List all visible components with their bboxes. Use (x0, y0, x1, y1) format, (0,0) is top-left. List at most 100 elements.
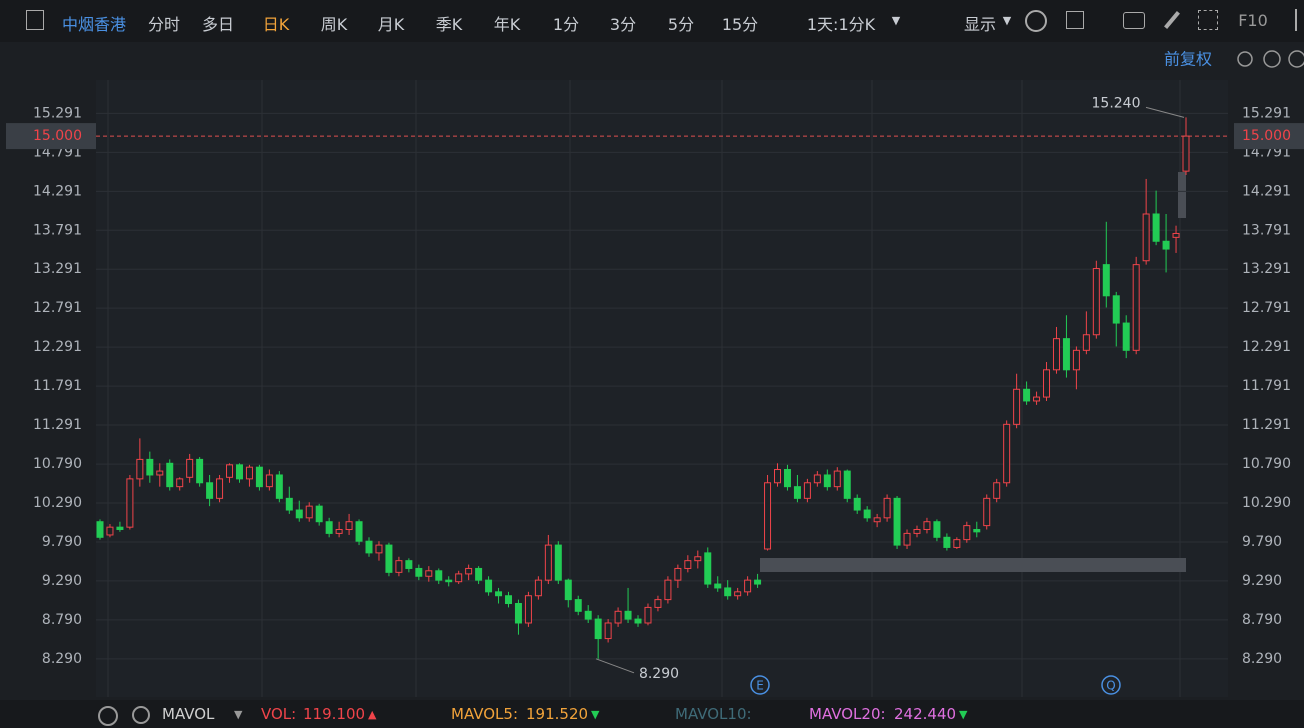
event-marker[interactable] (750, 675, 770, 695)
zoom-out-icon[interactable] (1263, 50, 1281, 68)
candle-body (355, 521, 363, 542)
candle-body (186, 458, 194, 478)
chart: 前复权 E Q 8.290 8.290 8.790 8.790 9.290 9.290 9.… (0, 42, 1304, 700)
candle-body (1142, 213, 1150, 262)
fullscreen-icon[interactable] (1198, 10, 1218, 30)
symbol[interactable]: 中烟香港 (61, 15, 127, 34)
candle-body (933, 521, 941, 538)
candle-body (295, 509, 303, 519)
candle-body (1172, 232, 1180, 238)
candle-body (813, 474, 821, 484)
candle-body (734, 591, 742, 597)
y-tick-label: 12.791 (33, 300, 82, 316)
sidebar-toggle[interactable] (26, 10, 44, 30)
candle-body (714, 583, 722, 589)
candle-body (1112, 295, 1120, 324)
candle-body (226, 464, 234, 478)
tab[interactable]: 15分 (721, 15, 759, 34)
adjust-toggle[interactable]: 前复权 (1164, 50, 1212, 69)
tab[interactable]: 年K (493, 15, 521, 34)
y-tick-label-right: 12.291 (1242, 339, 1291, 355)
indicator-label: MAVOL5: (451, 705, 519, 723)
y-tick-label: 15.291 (33, 105, 82, 121)
price-tag-bg (6, 123, 96, 150)
candle-body (485, 579, 493, 593)
indicator-bar: MAVOL ▼ VOL: 119.100 ▲ MAVOL5: 191.520 ▼… (0, 700, 1304, 728)
candle-body (1092, 268, 1100, 336)
indicator-label: VOL: (261, 705, 297, 723)
candle-body (96, 521, 104, 538)
zoom-in-icon[interactable] (1288, 50, 1304, 68)
low-label: 8.290 (639, 666, 679, 682)
event-marker[interactable] (1101, 675, 1121, 695)
candle-body (1003, 423, 1011, 484)
candle-body (943, 536, 951, 548)
tab[interactable]: 分时 (147, 15, 181, 34)
undo-icon[interactable] (1237, 51, 1253, 67)
candle-body (1052, 338, 1060, 371)
candle-body (624, 610, 632, 620)
candle-body (245, 466, 253, 480)
candle-body (1082, 334, 1090, 351)
tab[interactable]: 周K (320, 15, 348, 34)
period-select[interactable]: 1天:1分K (806, 15, 876, 34)
candle-body (993, 482, 1001, 499)
y-tick-label-right: 15.291 (1242, 105, 1291, 121)
y-tick-label-right: 14.291 (1242, 183, 1291, 199)
f10[interactable]: F10 (1238, 11, 1268, 30)
candle-body (465, 567, 473, 575)
divider (1295, 9, 1297, 31)
candle-body (335, 529, 343, 534)
tab[interactable]: 季K (435, 15, 463, 34)
display-menu[interactable]: 显示 (963, 15, 997, 34)
up-arrow: ▲ (368, 708, 377, 721)
candle-body (684, 560, 692, 569)
event-marker-label: E (756, 679, 764, 693)
close-icon[interactable] (132, 706, 150, 724)
candle-body (644, 606, 652, 624)
pen-icon[interactable] (1164, 11, 1180, 29)
low-leader (595, 658, 635, 674)
candle-body (754, 579, 762, 585)
chevron: ▼ (234, 708, 243, 721)
candle-body (445, 579, 453, 583)
candle-body (1162, 240, 1170, 250)
candle-body (774, 469, 782, 484)
high-leader (1145, 106, 1185, 118)
candle-body (524, 595, 532, 624)
candle-body (554, 544, 562, 581)
candle-body (1023, 388, 1031, 402)
highlight-box (1178, 172, 1186, 218)
candle-body (325, 521, 333, 534)
settings-icon[interactable] (1025, 10, 1047, 32)
candle-body (694, 556, 702, 562)
indicator-label: MAVOL20: (809, 705, 886, 723)
candle-body (504, 595, 512, 605)
candle-body (604, 622, 612, 640)
tab[interactable]: 月K (377, 15, 405, 34)
indicator-value: 119.100 (303, 705, 366, 723)
y-tick-label: 10.290 (33, 495, 82, 511)
y-tick-label-right: 9.290 (1242, 573, 1282, 589)
gap-band (760, 558, 1186, 572)
candle-body (863, 509, 871, 519)
tab[interactable]: 3分 (609, 15, 637, 34)
tab[interactable]: 多日 (201, 15, 235, 34)
candle-body (534, 579, 542, 597)
settings-icon[interactable] (98, 706, 118, 726)
tab-active[interactable]: 日K (262, 15, 290, 34)
indicator-name[interactable]: MAVOL (162, 705, 215, 723)
candle-body (395, 560, 403, 573)
candle-body (375, 544, 383, 554)
candle-body (823, 474, 831, 488)
y-tick-label-right: 13.791 (1242, 222, 1291, 238)
checkbox[interactable] (1066, 11, 1084, 29)
tab[interactable]: 1分 (552, 15, 580, 34)
candle-body (514, 603, 522, 624)
tab[interactable]: 5分 (667, 15, 695, 34)
camera-icon[interactable] (1123, 12, 1145, 29)
candle-body (1122, 322, 1130, 351)
candle-body (1033, 396, 1041, 402)
event-marker-label: Q (1106, 679, 1115, 693)
